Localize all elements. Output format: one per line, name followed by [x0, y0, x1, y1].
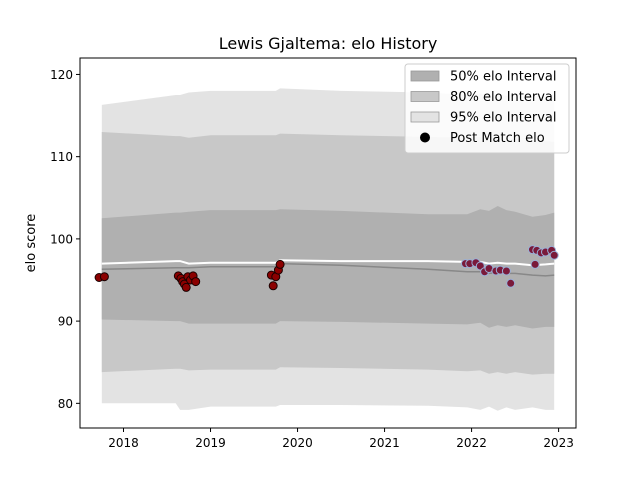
legend-swatch — [410, 91, 440, 102]
legend-swatch — [410, 70, 440, 82]
plot-area — [94, 88, 559, 411]
x-tick-label: 2019 — [195, 436, 226, 450]
post-match-point — [181, 282, 191, 292]
post-match-point — [530, 259, 540, 269]
axes-frame — [79, 57, 577, 429]
legend-label: Post Match elo — [450, 131, 545, 146]
post-match-point — [191, 277, 201, 287]
legend-label: 50% elo Interval — [450, 70, 557, 85]
x-tick-label: 2022 — [456, 436, 487, 450]
x-tick-label: 2020 — [282, 436, 313, 450]
post-match-point — [549, 250, 559, 260]
y-axis: 80 90 100 110 120 — [50, 68, 80, 411]
legend: 50% elo Interval 80% elo Interval 95% elo … — [404, 63, 570, 154]
y-tick-label: 100 — [50, 232, 73, 246]
y-tick-label: 80 — [58, 397, 73, 411]
x-axis: 2018 2019 2020 2021 2022 2023 — [108, 428, 574, 450]
legend-label: 80% elo Interval — [450, 90, 557, 105]
x-tick-label: 2018 — [108, 436, 139, 450]
mean-line — [101, 259, 555, 267]
post-match-point — [268, 281, 278, 291]
post-match-point — [501, 266, 511, 276]
chart-title: Lewis Gjaltema: elo History — [219, 34, 438, 53]
post-match-point — [506, 278, 516, 288]
x-tick-label: 2021 — [369, 436, 400, 450]
legend-box — [404, 63, 570, 154]
median-line — [101, 262, 555, 277]
legend-marker — [420, 132, 430, 143]
x-tick-label: 2023 — [543, 436, 574, 450]
post-match-point — [99, 272, 109, 282]
y-tick-label: 120 — [50, 68, 73, 82]
y-tick-label: 90 — [58, 315, 73, 329]
legend-swatch — [410, 111, 440, 123]
y-axis-label: elo score — [24, 214, 39, 273]
post-match-point — [275, 259, 285, 269]
band-50-interval — [101, 206, 555, 329]
y-tick-label: 110 — [50, 150, 73, 164]
legend-label: 95% elo Interval — [450, 111, 557, 126]
